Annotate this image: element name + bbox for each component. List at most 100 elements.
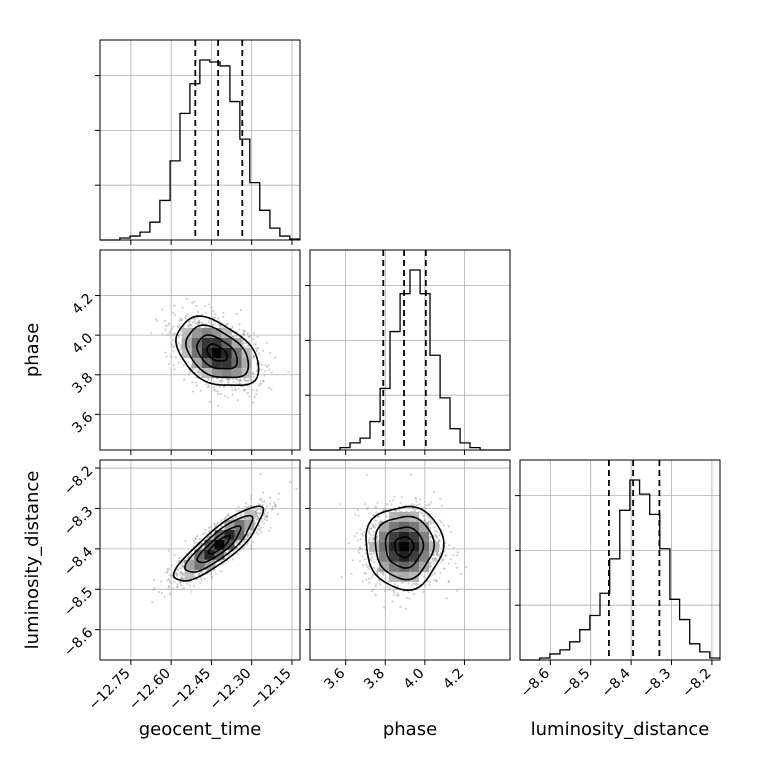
sample-point xyxy=(204,311,208,314)
sample-point xyxy=(386,585,389,588)
x-axis-label-luminosity-distance: luminosity_distance xyxy=(531,719,710,740)
sample-point xyxy=(430,565,433,568)
sample-point xyxy=(238,323,241,326)
sample-point xyxy=(214,389,217,392)
sample-point xyxy=(429,539,432,542)
joint-panel-phase-luminosity_distance: 3.6 3.8 4.0 4.2 xyxy=(305,459,511,693)
sample-point xyxy=(247,335,251,338)
sample-point xyxy=(242,329,245,332)
sample-point xyxy=(365,507,369,511)
sample-point xyxy=(277,498,280,501)
sample-point xyxy=(235,547,238,550)
sample-point xyxy=(192,584,195,588)
sample-point xyxy=(251,356,255,359)
sample-point xyxy=(193,539,196,543)
contour-line xyxy=(183,514,254,573)
sample-point xyxy=(424,584,427,587)
sample-point xyxy=(196,310,200,313)
sample-point xyxy=(238,380,241,383)
sample-point xyxy=(250,504,253,507)
sample-point xyxy=(383,509,386,512)
sample-point xyxy=(167,586,170,589)
sample-point xyxy=(287,370,290,373)
sample-point xyxy=(172,339,175,342)
sample-point xyxy=(433,558,437,561)
sample-point xyxy=(167,584,170,588)
sample-point xyxy=(198,321,201,324)
sample-point xyxy=(165,355,168,358)
sample-point xyxy=(164,320,167,323)
sample-point xyxy=(176,585,179,588)
sample-point xyxy=(274,505,277,508)
density-cell xyxy=(389,521,400,532)
sample-point xyxy=(263,518,266,521)
sample-point xyxy=(226,378,230,381)
density-cell xyxy=(201,337,212,348)
contour-line xyxy=(374,515,436,581)
sample-point xyxy=(169,592,172,595)
sample-point xyxy=(251,389,254,392)
sample-point xyxy=(218,385,222,388)
histogram-step-line xyxy=(310,269,510,451)
sample-point xyxy=(173,313,177,316)
panel-frame xyxy=(309,249,511,451)
sample-point xyxy=(273,501,276,505)
tick-label-phase: 3.8 xyxy=(69,370,96,397)
sample-point xyxy=(213,323,216,326)
sample-point xyxy=(432,553,435,557)
sample-point xyxy=(289,481,292,484)
sample-point xyxy=(243,388,246,392)
sample-point xyxy=(256,517,260,520)
sample-point xyxy=(231,558,234,561)
sample-point xyxy=(438,519,442,522)
sample-point xyxy=(412,507,415,510)
sample-point xyxy=(211,536,214,539)
sample-point xyxy=(377,515,380,518)
sample-point xyxy=(164,328,167,331)
sample-point xyxy=(222,315,225,318)
sample-point xyxy=(380,520,383,523)
sample-point xyxy=(214,524,217,528)
sample-point xyxy=(200,579,203,582)
sample-point xyxy=(429,501,433,504)
sample-point xyxy=(253,395,256,398)
sample-point xyxy=(257,503,261,506)
sample-point xyxy=(241,341,244,344)
sample-point xyxy=(423,506,426,509)
joint-panel-geocent_time-phase: 3.6 3.8 4.0 4.2 xyxy=(69,249,301,455)
density-cell xyxy=(389,571,400,582)
density-cell xyxy=(379,561,390,572)
sample-point xyxy=(169,331,172,334)
density-cell xyxy=(211,367,222,378)
sample-point xyxy=(262,514,266,517)
sample-point xyxy=(195,322,198,325)
sample-point xyxy=(257,533,260,536)
sample-point xyxy=(197,321,200,324)
sample-point xyxy=(180,584,183,587)
sample-point xyxy=(376,568,380,571)
sample-point xyxy=(254,509,257,512)
sample-point xyxy=(242,334,245,337)
sample-point xyxy=(447,562,450,565)
sample-point xyxy=(184,314,187,317)
sample-point xyxy=(238,509,241,512)
sample-point xyxy=(242,332,245,335)
sample-point xyxy=(182,576,185,580)
sample-point xyxy=(404,607,407,611)
sample-point xyxy=(452,554,455,557)
sample-point xyxy=(372,525,375,529)
density-cell xyxy=(244,519,255,530)
sample-point xyxy=(204,304,207,308)
sample-point xyxy=(243,379,246,382)
sample-point xyxy=(170,343,173,346)
density-cell xyxy=(201,327,212,338)
sample-point xyxy=(236,398,240,402)
sample-point xyxy=(256,509,259,512)
sample-point xyxy=(217,404,220,407)
sample-point xyxy=(196,321,200,324)
sample-point xyxy=(416,504,419,507)
sample-point xyxy=(422,514,425,517)
sample-point xyxy=(434,529,437,533)
sample-point xyxy=(198,573,201,576)
joint-panel-geocent_time-luminosity_distance: −12.75−12.60−12.45−12.30−12.15 −8.6 −8.5 −8… xyxy=(61,459,301,713)
